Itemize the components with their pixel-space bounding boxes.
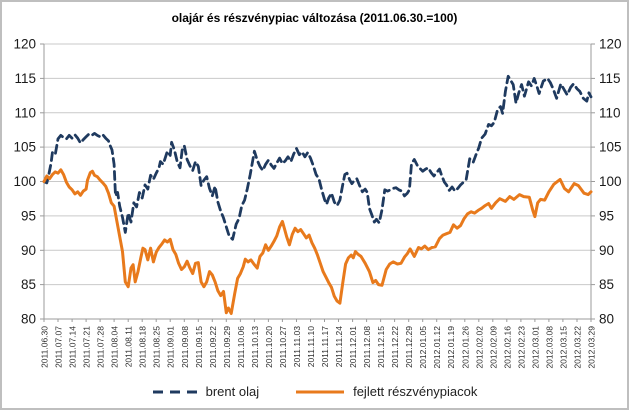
y-axis-label-right: 105: [599, 140, 622, 155]
x-axis-label: 2012.02.23: [516, 326, 526, 369]
y-axis-label-right: 120: [599, 37, 622, 52]
x-axis-label: 2011.10.27: [278, 326, 288, 368]
x-axis-label: 2012.02.09: [488, 326, 498, 369]
series-line-brent: [42, 74, 593, 241]
x-axis-label: 2012.01.05: [418, 326, 428, 369]
y-axis-label-left: 80: [21, 312, 36, 327]
chart-title: olajár és részvénypiac változása (2011.0…: [171, 11, 458, 25]
x-axis-label: 2011.08.04: [110, 326, 120, 368]
x-axis-label: 2011.10.06: [236, 326, 246, 368]
series-line-equities: [42, 168, 593, 315]
x-axis-label: 2012.02.16: [502, 326, 512, 369]
legend-item-equities: fejlett részvénypiacok: [295, 384, 477, 399]
legend-label-brent: brent olaj: [205, 384, 260, 399]
y-axis-label-left: 115: [14, 71, 36, 86]
legend-label-equities: fejlett részvénypiacok: [353, 384, 478, 399]
x-axis-label: 2012.01.12: [432, 326, 442, 369]
x-axis-label: 2012.01.26: [460, 326, 470, 369]
x-axis-label: 2011.07.07: [54, 326, 64, 368]
x-axis-label: 2011.08.11: [124, 326, 134, 368]
equities-line-sample-icon: [296, 390, 345, 393]
legend-item-brent: brent olaj: [152, 384, 259, 399]
y-axis-label-right: 90: [599, 243, 614, 258]
y-axis-label-right: 115: [599, 71, 621, 86]
y-axis-label-right: 110: [599, 105, 621, 120]
x-axis-label: 2012.03.15: [558, 326, 568, 369]
x-axis-label: 2011.09.15: [194, 326, 204, 368]
y-axis-label-left: 105: [13, 140, 36, 155]
x-axis-label: 2011.12.15: [376, 326, 386, 368]
x-axis-label: 2011.11.24: [334, 326, 344, 368]
x-axis-label: 2011.11.17: [320, 326, 330, 368]
x-axis-label: 2011.11.03: [292, 326, 302, 368]
y-axis-label-right: 80: [599, 312, 614, 327]
x-axis-label: 2011.12.08: [362, 326, 372, 368]
y-axis-label-left: 95: [21, 209, 36, 224]
x-axis-label: 2011.11.10: [306, 326, 316, 368]
x-axis-label: 2012.03.22: [573, 326, 583, 369]
x-axis-label: 2011.09.29: [222, 326, 232, 368]
x-axis-label: 2012.03.08: [544, 326, 554, 369]
x-axis-label: 2012.02.02: [474, 326, 484, 369]
y-axis-label-left: 85: [21, 277, 36, 292]
x-axis-label: 2012.03.29: [587, 326, 597, 369]
x-axis-label: 2011.09.08: [180, 326, 190, 368]
x-axis-label: 2011.08.25: [152, 326, 162, 368]
chart-legend: brent olaj fejlett részvénypiacok: [2, 384, 627, 399]
x-axis-label: 2012.01.19: [446, 326, 456, 369]
x-axis-label: 2011.12.01: [348, 326, 358, 368]
y-axis-label-right: 85: [599, 277, 614, 292]
x-axis-label: 2011.06.30: [40, 326, 50, 368]
y-axis-label-left: 90: [21, 243, 36, 258]
x-axis-label: 2011.09.22: [208, 326, 218, 368]
x-axis-label: 2011.12.29: [404, 326, 414, 368]
x-axis-label: 2011.10.13: [250, 326, 260, 368]
x-axis-label: 2011.12.22: [390, 326, 400, 368]
y-axis-label-right: 100: [599, 174, 622, 189]
y-axis-label-left: 110: [14, 105, 36, 120]
x-axis-label: 2011.08.18: [138, 326, 148, 368]
x-axis-label: 2011.09.01: [166, 326, 176, 368]
x-axis-label: 2011.10.20: [264, 326, 274, 368]
x-axis-label: 2011.07.14: [68, 326, 78, 368]
x-axis-label: 2012.03.01: [530, 326, 540, 369]
y-axis-label-left: 100: [13, 174, 36, 189]
brent-line-sample-icon: [152, 390, 197, 393]
x-axis-label: 2011.07.28: [96, 326, 106, 368]
y-axis-label-left: 120: [13, 37, 36, 52]
x-axis-label: 2011.07.21: [82, 326, 92, 368]
y-axis-label-right: 95: [599, 209, 614, 224]
